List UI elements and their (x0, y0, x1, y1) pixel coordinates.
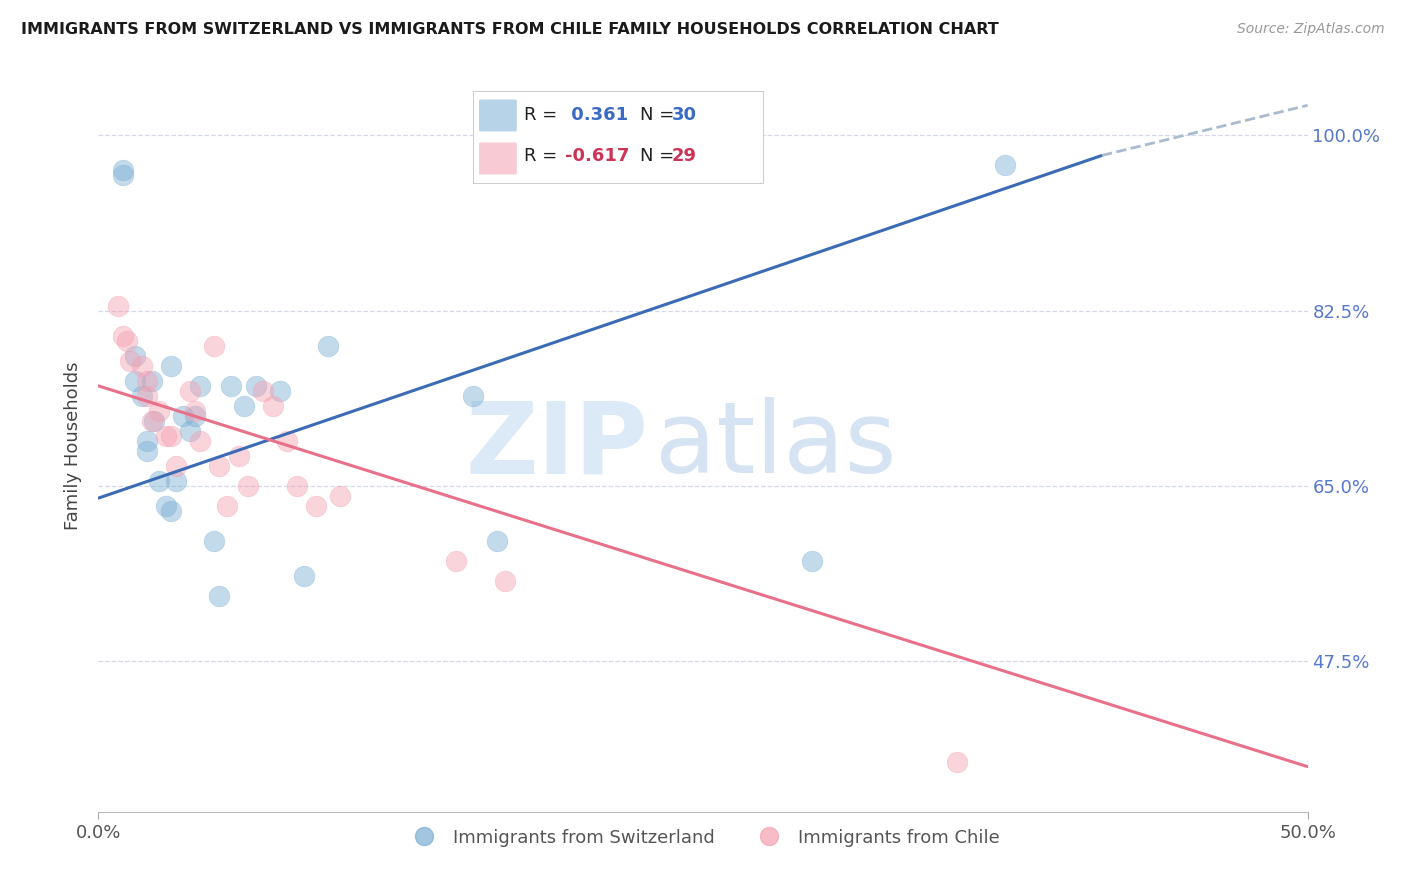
Point (946, 755, 969, 769)
Point (215, 499, 238, 513)
Point (135, 444, 157, 458)
Point (329, 489, 352, 503)
Point (252, 384, 274, 398)
Legend: Immigrants from Switzerland, Immigrants from Chile: Immigrants from Switzerland, Immigrants … (399, 822, 1007, 854)
Point (188, 379, 211, 393)
Text: IMMIGRANTS FROM SWITZERLAND VS IMMIGRANTS FROM CHILE FAMILY HOUSEHOLDS CORRELATI: IMMIGRANTS FROM SWITZERLAND VS IMMIGRANT… (21, 22, 998, 37)
Point (124, 374, 146, 388)
Text: ZIP: ZIP (465, 398, 648, 494)
Text: Source: ZipAtlas.com: Source: ZipAtlas.com (1237, 22, 1385, 37)
Point (107, 299, 129, 313)
Point (204, 534, 226, 549)
Point (155, 499, 177, 513)
Point (165, 474, 187, 488)
Point (446, 554, 468, 568)
Point (188, 434, 211, 448)
Point (124, 349, 146, 363)
Point (269, 384, 291, 398)
Point (155, 429, 177, 443)
Point (117, 334, 139, 348)
Point (135, 434, 157, 448)
Point (305, 499, 328, 513)
Point (148, 404, 170, 418)
Y-axis label: Family Households: Family Households (65, 362, 83, 530)
Point (135, 389, 157, 403)
Point (208, 458, 231, 473)
Point (228, 449, 250, 463)
Point (141, 374, 163, 388)
Point (179, 384, 201, 398)
Point (463, 389, 485, 403)
Point (111, 328, 134, 343)
Point (221, 379, 243, 393)
Point (160, 504, 183, 518)
Point (118, 354, 141, 368)
Point (179, 424, 201, 438)
Text: atlas: atlas (655, 398, 896, 494)
Point (232, 399, 254, 413)
Point (285, 479, 308, 493)
Point (276, 434, 298, 448)
Point (204, 339, 226, 353)
Point (238, 479, 260, 493)
Point (111, 163, 134, 178)
Point (316, 339, 339, 353)
Point (292, 569, 315, 583)
Point (160, 359, 183, 373)
Point (262, 399, 284, 413)
Point (486, 534, 509, 549)
Point (131, 359, 153, 373)
Point (800, 554, 823, 568)
Point (494, 574, 516, 589)
Point (148, 474, 170, 488)
Point (160, 429, 183, 443)
Point (994, 158, 1017, 172)
Point (208, 589, 231, 603)
Point (135, 374, 157, 388)
Point (245, 379, 267, 393)
Point (165, 458, 187, 473)
Point (131, 389, 153, 403)
Point (184, 409, 207, 423)
Point (141, 414, 163, 428)
Point (184, 404, 207, 418)
Point (111, 169, 134, 183)
Point (172, 409, 194, 423)
Point (143, 414, 166, 428)
